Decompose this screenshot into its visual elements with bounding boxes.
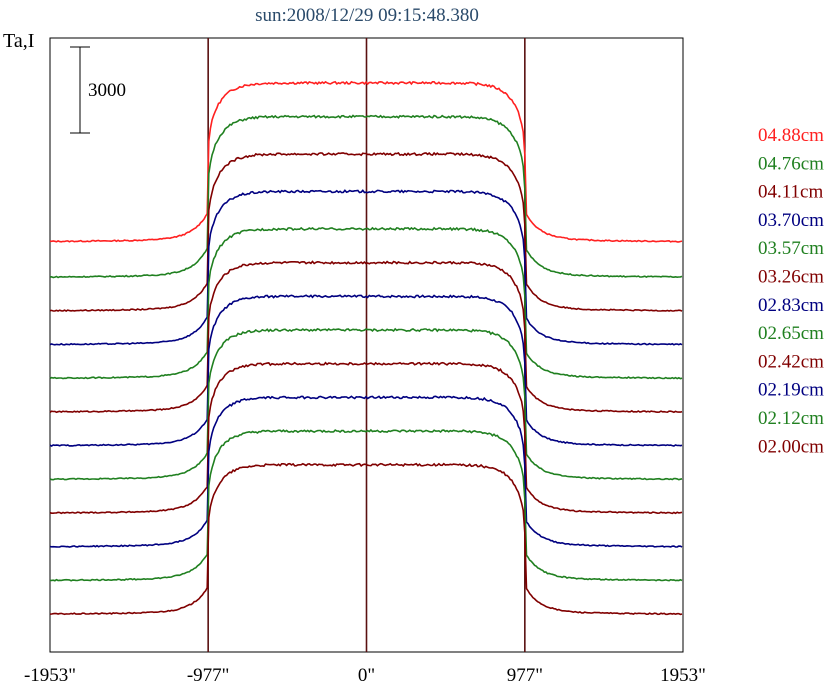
chart-title: sun:2008/12/29 09:15:48.380 xyxy=(255,5,479,26)
legend-entry-03.70cm: 03.70cm xyxy=(758,210,824,231)
series-line-02.83cm xyxy=(49,294,683,447)
x-tick-label-4: 977" xyxy=(507,665,543,686)
series-line-02.19cm xyxy=(49,395,683,548)
legend-entry-03.57cm: 03.57cm xyxy=(758,238,824,259)
legend-entry-02.19cm: 02.19cm xyxy=(758,380,824,401)
series-line-04.11cm xyxy=(49,151,683,313)
x-tick-label-2: -977" xyxy=(187,665,230,686)
scale-bar-label: 3000 xyxy=(88,80,126,101)
legend-entry-02.83cm: 02.83cm xyxy=(758,295,824,316)
series-line-03.70cm xyxy=(49,189,683,346)
x-tick-label-5: 1953" xyxy=(660,665,706,686)
scale-bar: 3000 xyxy=(70,46,126,134)
series-line-04.88cm xyxy=(49,80,683,243)
series-line-04.76cm xyxy=(49,114,683,279)
legend-entry-02.00cm: 02.00cm xyxy=(758,436,824,457)
series-line-03.57cm xyxy=(49,226,683,380)
legend-entry-02.12cm: 02.12cm xyxy=(758,408,824,429)
legend-entry-04.11cm: 04.11cm xyxy=(758,182,823,203)
series-line-02.65cm xyxy=(49,327,683,481)
legend-entry-02.65cm: 02.65cm xyxy=(758,323,824,344)
legend-entry-04.76cm: 04.76cm xyxy=(758,153,824,174)
legend-entry-03.26cm: 03.26cm xyxy=(758,267,824,288)
series-line-02.12cm xyxy=(50,428,683,582)
series-line-02.00cm xyxy=(49,462,683,616)
legend-entry-04.88cm: 04.88cm xyxy=(758,125,824,146)
legend-entry-02.42cm: 02.42cm xyxy=(758,351,824,372)
x-tick-label-1: -1953" xyxy=(24,665,76,686)
x-tick-label-3: 0" xyxy=(358,665,375,686)
series-line-02.42cm xyxy=(49,361,683,515)
series-line-03.26cm xyxy=(49,260,683,414)
y-axis-label: Ta,I xyxy=(3,30,34,52)
